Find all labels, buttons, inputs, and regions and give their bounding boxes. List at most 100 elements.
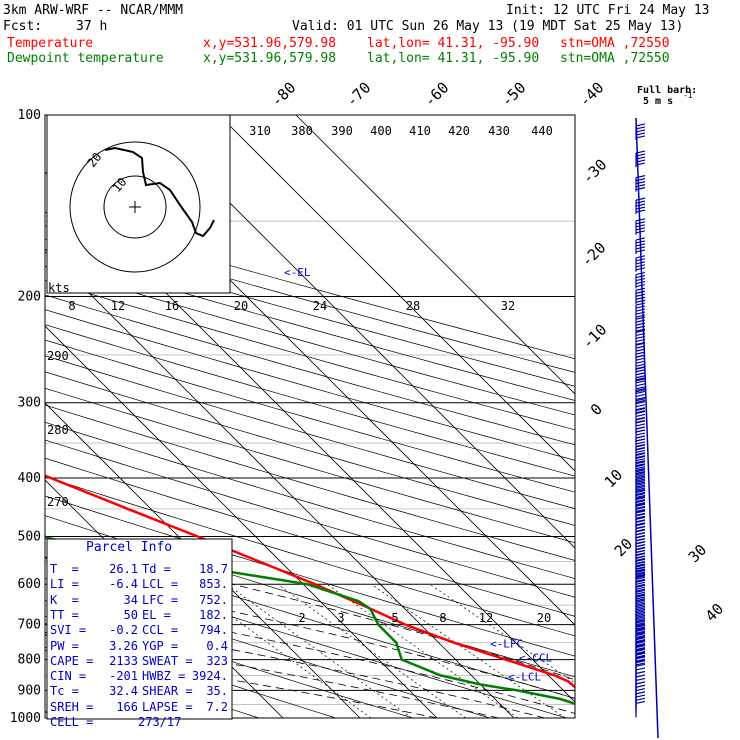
wind-barb-flag [635, 575, 646, 579]
wind-barb-flag [635, 354, 646, 358]
parcel-info-value: 323 [206, 653, 228, 668]
wind-barb-flag [635, 691, 646, 695]
init-time: Init: 12 UTC Fri 24 May 13 [506, 3, 710, 18]
wind-barb-flag [635, 584, 646, 588]
wind-barb-flag [635, 441, 646, 445]
wind-barb-flag [635, 681, 646, 685]
wind-legend-superscript: -1 [683, 91, 693, 100]
wind-barb-flag [635, 586, 646, 590]
isotherm-label: 20 [611, 535, 637, 561]
wind-barb-flag [635, 498, 646, 503]
parcel-info-label: LFC = [142, 592, 179, 607]
wind-barb-flag [635, 563, 646, 567]
wind-barb-flag [635, 604, 646, 608]
temperature-axis-label: 32 [501, 299, 515, 313]
dry-adiabat-line [45, 324, 575, 477]
wind-barb-flag [635, 602, 646, 606]
wind-barb-flag [635, 594, 646, 598]
wind-barb-flag [635, 488, 646, 492]
wind-barb-flag [635, 476, 646, 481]
wind-barb-flag [635, 610, 646, 614]
hodograph-ring-10 [103, 175, 167, 239]
wind-barb-flag [635, 523, 646, 527]
wind-barb-flag [635, 413, 646, 418]
parcel-info-value: 50 [123, 607, 138, 622]
parcel-info-value: 166 [116, 699, 138, 714]
wind-barb-flag [635, 496, 646, 501]
wind-barb-flag [635, 484, 646, 488]
hodograph-units-label: kts [48, 281, 70, 295]
parcel-info-label: Tc = [50, 684, 79, 699]
moist-adiabat-line [45, 596, 575, 714]
dry-adiabat-line [45, 252, 575, 401]
parcel-info-label: T = [50, 562, 79, 576]
wind-barb-flag [635, 674, 646, 678]
wind-barb-flag [635, 566, 646, 571]
parcel-info-label: LI = [50, 577, 79, 592]
mixing-ratio-label: 8 [439, 611, 446, 625]
wind-barb-flag [635, 555, 646, 559]
wind-barb-flag [635, 591, 646, 595]
theta-top-label: 400 [370, 124, 392, 138]
wind-barb-flag [635, 641, 646, 645]
isotherm-label: 10 [601, 466, 627, 492]
wind-barb-flag [635, 569, 646, 574]
parcel-info-label: SHEAR = [142, 684, 193, 699]
wind-barb-flag [635, 637, 646, 641]
wind-barb-flag [635, 398, 646, 402]
mixing-ratio-label: 20 [537, 611, 551, 625]
wind-barb-flag [635, 571, 646, 575]
wind-barb-flag [635, 464, 646, 468]
parcel-info-value: -6.4 [109, 577, 138, 592]
pressure-tick-label: 500 [18, 529, 41, 544]
parcel-info-box [46, 538, 233, 720]
isotherm-line [45, 248, 515, 718]
legend-dewpoint-xy: x,y=531.96,579.98 [203, 51, 337, 66]
wind-barb-flag [635, 560, 646, 565]
pressure-tick-label: 900 [18, 683, 41, 698]
parcel-info-label: HWBZ = [142, 669, 186, 684]
isotherm-label: -80 [268, 79, 300, 111]
wind-barb-flag [635, 538, 646, 542]
theta-top-label: 440 [531, 124, 553, 138]
dry-adiabat-line [45, 476, 575, 637]
parcel-info-value: 853. [199, 577, 228, 592]
wind-barb-flag [635, 267, 646, 271]
parcel-info-label: PW = [50, 638, 79, 653]
wind-barb-flag [635, 360, 646, 364]
legend-dewpoint-station: stn=OMA ,72550 [560, 51, 670, 66]
isotherm-label: 0 [587, 400, 606, 419]
temperature-axis-label: 20 [234, 299, 248, 313]
wind-barb-flag [635, 638, 646, 643]
wind-barb-flag [635, 280, 646, 285]
wind-barb-flag [635, 684, 646, 688]
wind-barb-flag [635, 351, 646, 355]
wind-barb-flag [635, 123, 646, 127]
mixing-ratio-label: 3 [337, 611, 344, 625]
wind-barb-flag [635, 302, 646, 306]
wind-barb-flag [635, 221, 646, 225]
wind-barb-flag [635, 652, 646, 656]
wind-barb-flag [635, 662, 646, 666]
wind-barb-flag [635, 694, 646, 698]
wind-barb-flag [635, 491, 646, 495]
wind-barb-flag [635, 369, 646, 373]
temperature-axis-label: 28 [406, 299, 420, 313]
wind-barb-flag [635, 581, 646, 585]
wind-barb-flag [635, 472, 646, 476]
wind-barb-flag [635, 452, 646, 456]
wind-barb-flag [635, 489, 646, 494]
forecast-hour: 37 h [76, 19, 108, 34]
wind-barb-flag [635, 129, 646, 133]
parcel-info-value: 273/17 [138, 715, 182, 729]
temperature-axis-label: 8 [68, 299, 75, 313]
dry-adiabat-line [45, 280, 575, 431]
wind-barb-flag [635, 126, 646, 130]
wind-barb-flag [635, 277, 646, 282]
legend-temperature-name: Temperature [7, 36, 94, 51]
wind-barb-flag [635, 452, 646, 457]
isotherm-line [295, 115, 575, 395]
hodograph-trace [104, 146, 215, 238]
wind-barb-flag [635, 579, 646, 583]
